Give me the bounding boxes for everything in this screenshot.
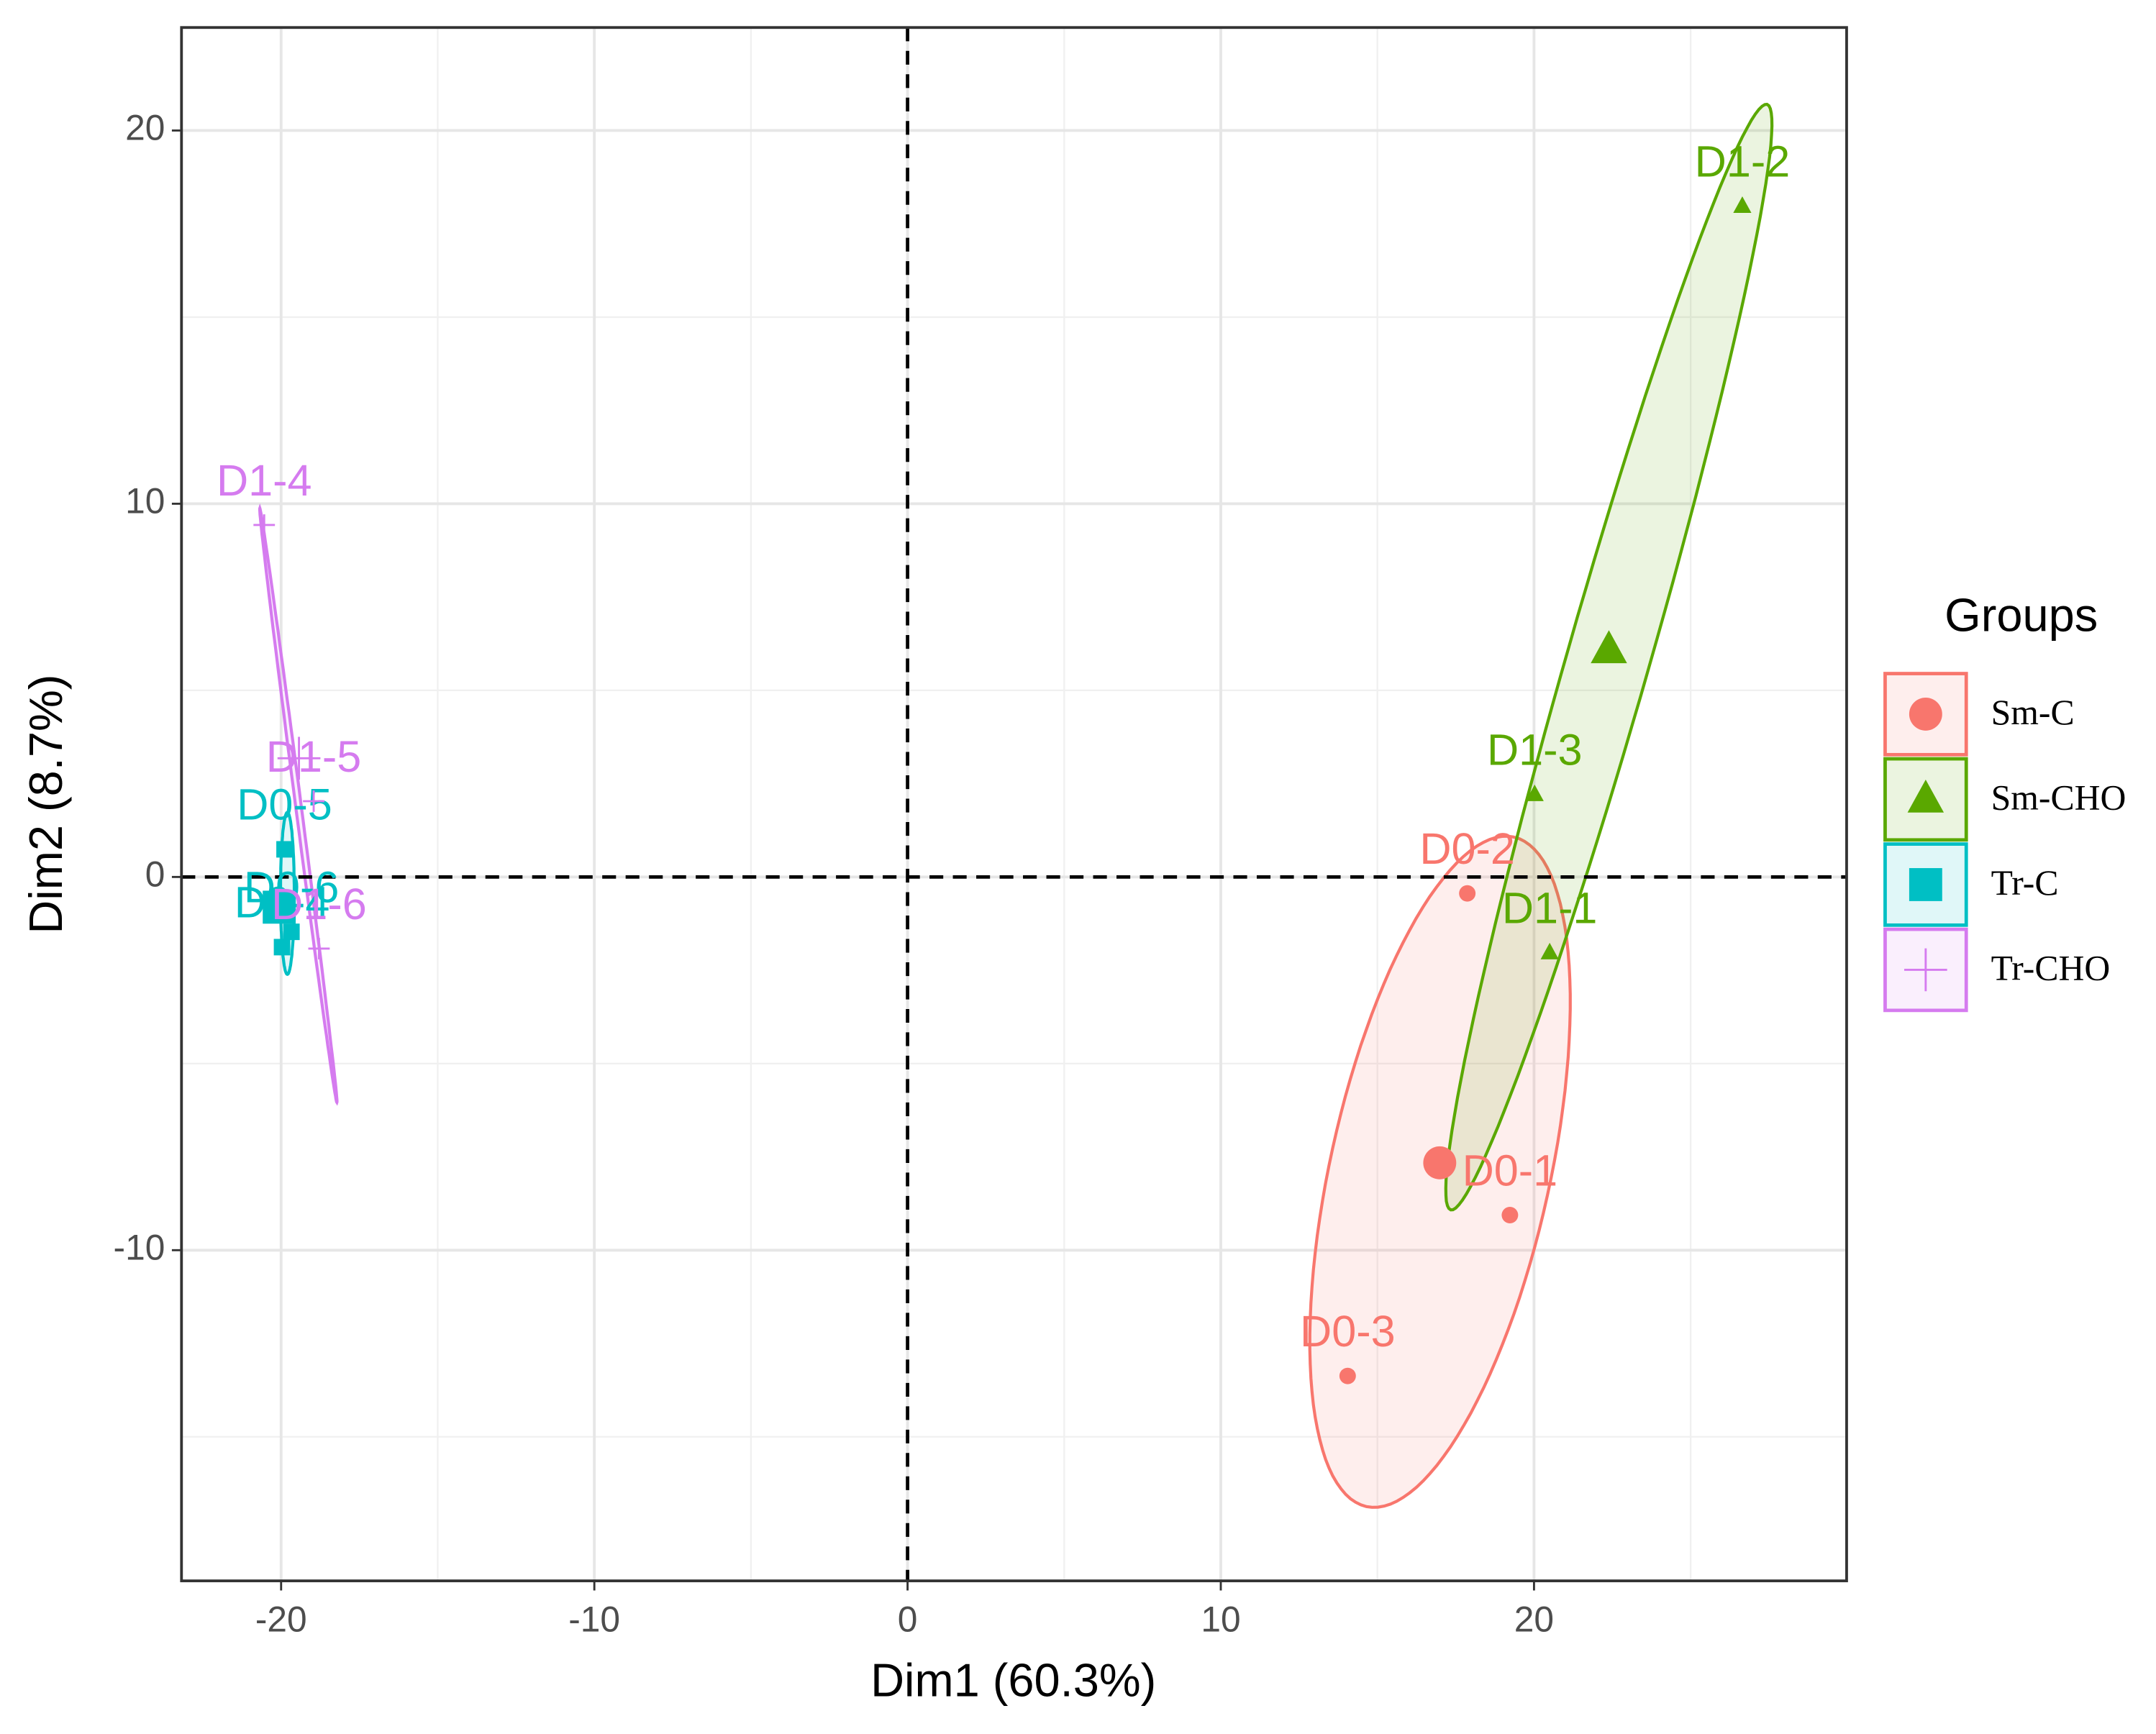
x-axis-title: Dim1 (60.3%) (870, 1654, 1156, 1707)
point-label: D1-3 (1487, 725, 1583, 774)
point (1733, 196, 1752, 213)
point-label: D1-5 (266, 732, 362, 781)
legend-label: Tr-CHO (1991, 949, 2111, 988)
point (308, 938, 330, 959)
point (276, 841, 294, 858)
point-label: D1-4 (217, 456, 312, 505)
point (1909, 868, 1942, 901)
legend-label: Sm-CHO (1991, 778, 2127, 818)
point (277, 736, 321, 780)
point (1591, 630, 1627, 664)
point (303, 790, 324, 812)
y-tick-label: 0 (145, 854, 165, 894)
y-axis-title: Dim2 (8.7%) (19, 675, 72, 934)
point (263, 890, 296, 924)
point (1423, 1146, 1457, 1179)
point-label: D1-2 (1695, 137, 1791, 186)
point (1904, 948, 1947, 992)
point (1339, 1367, 1356, 1384)
point-label: D0-2 (1419, 824, 1515, 873)
point-label: D0-3 (1300, 1307, 1396, 1356)
x-tick-label: -20 (255, 1600, 307, 1640)
point-label: D0-5 (237, 780, 332, 829)
point (283, 923, 300, 941)
point-label: D1-6 (271, 880, 367, 928)
point (1909, 698, 1942, 731)
point (253, 514, 276, 536)
x-tick-label: -10 (568, 1600, 620, 1640)
point-label: D0-1 (1463, 1146, 1558, 1195)
point (1501, 1207, 1519, 1223)
x-tick-label: 10 (1201, 1600, 1240, 1640)
point (1525, 784, 1544, 801)
confidence-ellipse (258, 503, 339, 1106)
point (1459, 885, 1476, 902)
x-tick-label: 20 (1514, 1600, 1554, 1640)
legend-label: Tr-C (1991, 863, 2059, 903)
legend-label: Sm-C (1991, 693, 2075, 732)
point (1907, 779, 1945, 813)
point (1540, 942, 1559, 959)
point-label: D1-1 (1502, 884, 1598, 933)
plot-border (180, 26, 1848, 1582)
x-tick-label: 0 (898, 1600, 918, 1640)
legend-title: Groups (1945, 588, 2098, 641)
y-tick-label: 20 (125, 108, 165, 148)
y-tick-label: -10 (114, 1227, 165, 1267)
point (273, 939, 291, 956)
y-tick-label: 10 (125, 481, 165, 521)
